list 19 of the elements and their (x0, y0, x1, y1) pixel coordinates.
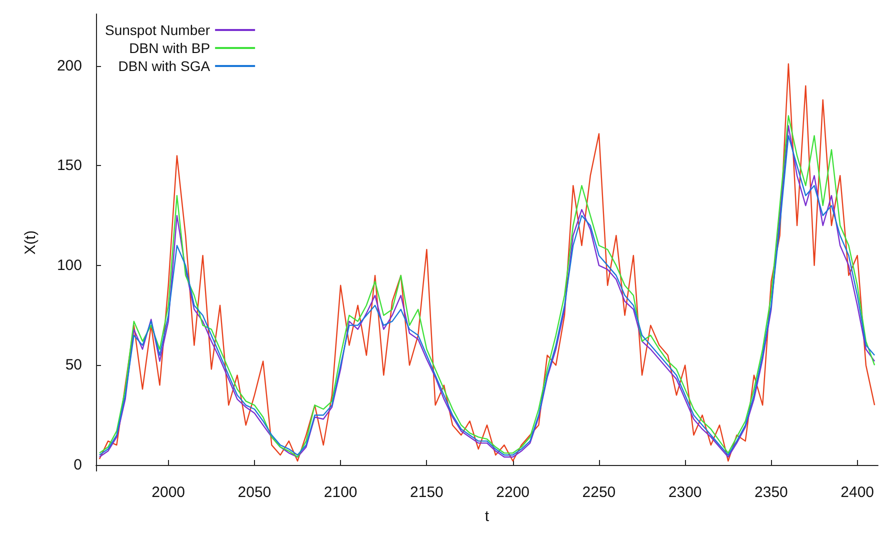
y-tick-label: 100 (56, 256, 82, 274)
x-axis-title: t (484, 508, 490, 525)
legend-label: DBN with BP (129, 40, 210, 56)
x-tick-label: 2100 (324, 484, 358, 501)
y-tick-label: 150 (56, 157, 82, 174)
x-tick-label: 2000 (152, 484, 186, 501)
y-tick-label: 0 (74, 456, 82, 474)
x-tick-label: 2350 (754, 484, 788, 501)
legend-label: DBN with SGA (118, 58, 211, 74)
y-axis-title: X(t) (22, 230, 39, 255)
x-tick-label: 2400 (840, 484, 874, 501)
x-tick-label: 2250 (582, 484, 616, 501)
y-tick-label: 200 (56, 57, 82, 74)
legend-label: Sunspot Number (104, 22, 210, 38)
y-tick-label: 50 (65, 356, 82, 374)
x-tick-label: 2150 (410, 484, 444, 501)
x-tick-label: 2050 (238, 484, 272, 501)
x-tick-label: 2300 (668, 484, 702, 501)
x-tick-label: 2200 (496, 484, 530, 501)
